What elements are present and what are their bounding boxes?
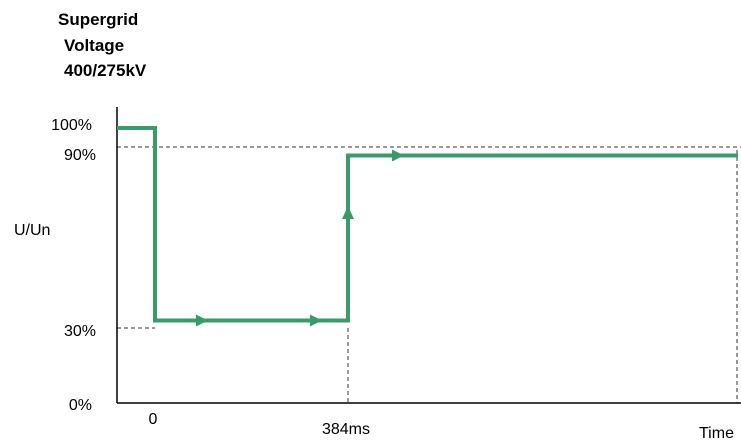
chart-title-line-2: Voltage bbox=[64, 36, 124, 55]
y-tick-100: 100% bbox=[51, 117, 92, 134]
y-axis-label: U/Un bbox=[14, 222, 50, 239]
arrow-marker-low-1 bbox=[196, 314, 208, 327]
y-tick-90: 90% bbox=[64, 147, 96, 164]
voltage-series bbox=[117, 126, 738, 327]
x-axis-label: Time bbox=[699, 425, 734, 442]
x-tick-384ms: 384ms bbox=[322, 421, 370, 438]
chart-title-line-1: Supergrid bbox=[58, 10, 138, 29]
chart-title-line-3: 400/275kV bbox=[64, 61, 147, 80]
x-tick-0: 0 bbox=[149, 411, 158, 428]
arrow-marker-recovery bbox=[342, 206, 354, 219]
arrow-marker-low-2 bbox=[310, 314, 322, 327]
voltage-profile-line bbox=[117, 126, 738, 323]
arrow-marker-high bbox=[392, 149, 404, 162]
y-tick-30: 30% bbox=[64, 323, 96, 340]
y-tick-0: 0% bbox=[69, 397, 92, 414]
